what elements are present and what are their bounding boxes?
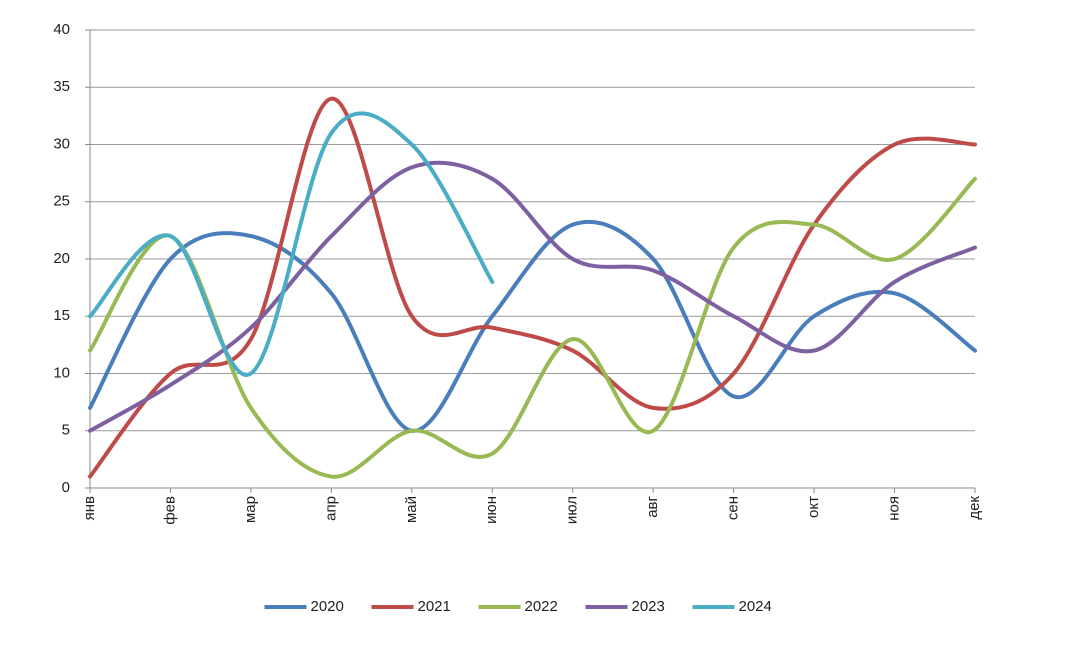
x-tick-label: июн [483, 496, 500, 524]
x-tick-label: апр [322, 496, 339, 521]
x-tick-label: фев [161, 496, 178, 525]
y-tick-label: 10 [53, 364, 70, 381]
series-line [88, 160, 977, 433]
y-tick-label: 20 [53, 250, 70, 267]
y-tick-label: 0 [62, 479, 70, 496]
y-tick-label: 40 [53, 21, 70, 38]
y-tick-label: 35 [53, 78, 70, 95]
x-tick-label: окт [805, 496, 822, 518]
x-tick-label: авг [644, 495, 661, 517]
x-tick-label: сен [725, 496, 742, 520]
legend-label: 2024 [739, 598, 772, 615]
x-tick-label: июл [564, 496, 581, 524]
x-tick-label: дек [966, 496, 983, 520]
y-tick-label: 5 [62, 422, 70, 439]
series-line [88, 96, 977, 479]
x-tick-label: мар [242, 496, 259, 523]
x-tick-label: янв [81, 496, 98, 520]
legend-label: 2022 [525, 598, 558, 615]
series-line [88, 219, 977, 433]
legend-label: 2023 [632, 598, 665, 615]
y-tick-label: 15 [53, 307, 70, 324]
x-tick-label: май [403, 496, 420, 523]
series-line [88, 176, 977, 479]
legend-label: 2020 [311, 598, 344, 615]
y-tick-label: 25 [53, 193, 70, 210]
series-line [88, 111, 495, 377]
legend-label: 2021 [418, 598, 451, 615]
y-tick-label: 30 [53, 135, 70, 152]
x-tick-label: ноя [886, 496, 903, 521]
